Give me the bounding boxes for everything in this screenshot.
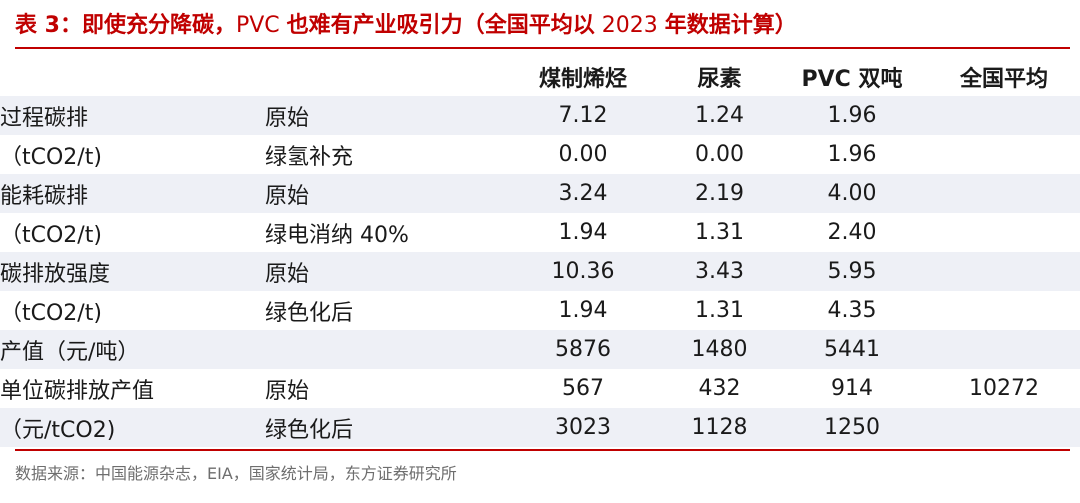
- row-label: 单位碳排放产值: [0, 369, 265, 408]
- title-paren-open: （: [462, 13, 485, 38]
- title-year: 2023: [594, 13, 665, 38]
- header-cell: [265, 57, 503, 96]
- row-sublabel: [265, 330, 503, 369]
- table-cell: 1.31: [663, 291, 776, 330]
- row-label: （tCO2/t): [0, 213, 265, 252]
- table-cell: 914: [776, 369, 928, 408]
- row-sublabel: 原始: [265, 369, 503, 408]
- table-cell: 1480: [663, 330, 776, 369]
- header-cell: 全国平均: [959, 66, 1048, 92]
- data-table: 煤制烯烃 尿素 PVC 双吨 全国平均 过程碳排 原始 7.12 1.24 1.…: [0, 57, 1080, 447]
- title-rest: 也难有产业吸引力: [286, 13, 463, 38]
- table-row: 单位碳排放产值 原始 567 432 914 10272: [0, 369, 1080, 408]
- table-row: 产值（元/吨） 5876 1480 5441: [0, 330, 1080, 369]
- title-main: 即使充分降碳，: [81, 13, 236, 38]
- row-sublabel: 原始: [265, 252, 503, 291]
- table-row: （元/tCO2) 绿色化后 3023 1128 1250: [0, 408, 1080, 447]
- table-row: 过程碳排 原始 7.12 1.24 1.96: [0, 96, 1080, 135]
- table-cell: 1.94: [503, 213, 663, 252]
- table-cell: 1250: [776, 408, 928, 447]
- table-row: 碳排放强度 原始 10.36 3.43 5.95: [0, 252, 1080, 291]
- title-basis-end: 年数据计算: [664, 13, 775, 38]
- header-cell: 尿素: [697, 66, 742, 92]
- header-cell: PVC 双吨: [801, 66, 903, 92]
- table-cell: 2.40: [776, 213, 928, 252]
- table-cell: 3.24: [503, 174, 663, 213]
- table-cell: 1.94: [503, 291, 663, 330]
- title-pvc: PVC: [235, 13, 287, 38]
- row-sublabel: 绿色化后: [265, 291, 503, 330]
- table-cell: [928, 408, 1080, 447]
- table-title: 表 3：即使充分降碳，PVC 也难有产业吸引力（全国平均以 2023 年数据计算…: [15, 6, 1070, 46]
- row-label: （tCO2/t): [0, 291, 265, 330]
- title-prefix: 表 3：: [15, 13, 82, 38]
- row-sublabel: 原始: [265, 174, 503, 213]
- source-note: 数据来源：中国能源杂志，EIA，国家统计局，东方证券研究所: [15, 464, 457, 483]
- table-cell: [928, 174, 1080, 213]
- row-sublabel: 绿色化后: [265, 408, 503, 447]
- table-cell: 1.96: [776, 135, 928, 174]
- title-basis: 全国平均以: [484, 13, 595, 38]
- title-divider: [15, 47, 1070, 49]
- table-cell: 3023: [503, 408, 663, 447]
- table-cell: 5876: [503, 330, 663, 369]
- table-cell: 10272: [928, 369, 1080, 408]
- table-row: （tCO2/t) 绿氢补充 0.00 0.00 1.96: [0, 135, 1080, 174]
- row-label: 能耗碳排: [0, 174, 265, 213]
- table-cell: 5441: [776, 330, 928, 369]
- table-row: 能耗碳排 原始 3.24 2.19 4.00: [0, 174, 1080, 213]
- table-cell: 5.95: [776, 252, 928, 291]
- table-row: （tCO2/t) 绿电消纳 40% 1.94 1.31 2.40: [0, 213, 1080, 252]
- table-cell: 2.19: [663, 174, 776, 213]
- table-cell: [928, 291, 1080, 330]
- table-cell: [928, 330, 1080, 369]
- table-row: （tCO2/t) 绿色化后 1.94 1.31 4.35: [0, 291, 1080, 330]
- row-sublabel: 绿电消纳 40%: [265, 213, 503, 252]
- table-cell: [928, 135, 1080, 174]
- row-label: 过程碳排: [0, 96, 265, 135]
- table-cell: 4.00: [776, 174, 928, 213]
- table-cell: 0.00: [663, 135, 776, 174]
- header-cell: [0, 57, 265, 96]
- table-bottom-divider: [15, 449, 1070, 451]
- table-cell: 1.96: [776, 96, 928, 135]
- table-cell: 10.36: [503, 252, 663, 291]
- table-cell: 1.31: [663, 213, 776, 252]
- table-cell: 1128: [663, 408, 776, 447]
- table-header-row: 煤制烯烃 尿素 PVC 双吨 全国平均: [0, 57, 1080, 96]
- table-cell: 567: [503, 369, 663, 408]
- row-label: 产值（元/吨）: [0, 330, 265, 369]
- header-cell: 煤制烯烃: [538, 66, 627, 92]
- table-cell: [928, 252, 1080, 291]
- row-sublabel: 原始: [265, 96, 503, 135]
- row-sublabel: 绿氢补充: [265, 135, 503, 174]
- table-cell: [928, 213, 1080, 252]
- table-cell: [928, 96, 1080, 135]
- row-label: （元/tCO2): [0, 408, 265, 447]
- table-cell: 4.35: [776, 291, 928, 330]
- row-label: 碳排放强度: [0, 252, 265, 291]
- table-cell: 7.12: [503, 96, 663, 135]
- table-cell: 0.00: [503, 135, 663, 174]
- table-cell: 1.24: [663, 96, 776, 135]
- table-cell: 3.43: [663, 252, 776, 291]
- row-label: （tCO2/t): [0, 135, 265, 174]
- title-paren-close: ）: [774, 13, 797, 38]
- table-cell: 432: [663, 369, 776, 408]
